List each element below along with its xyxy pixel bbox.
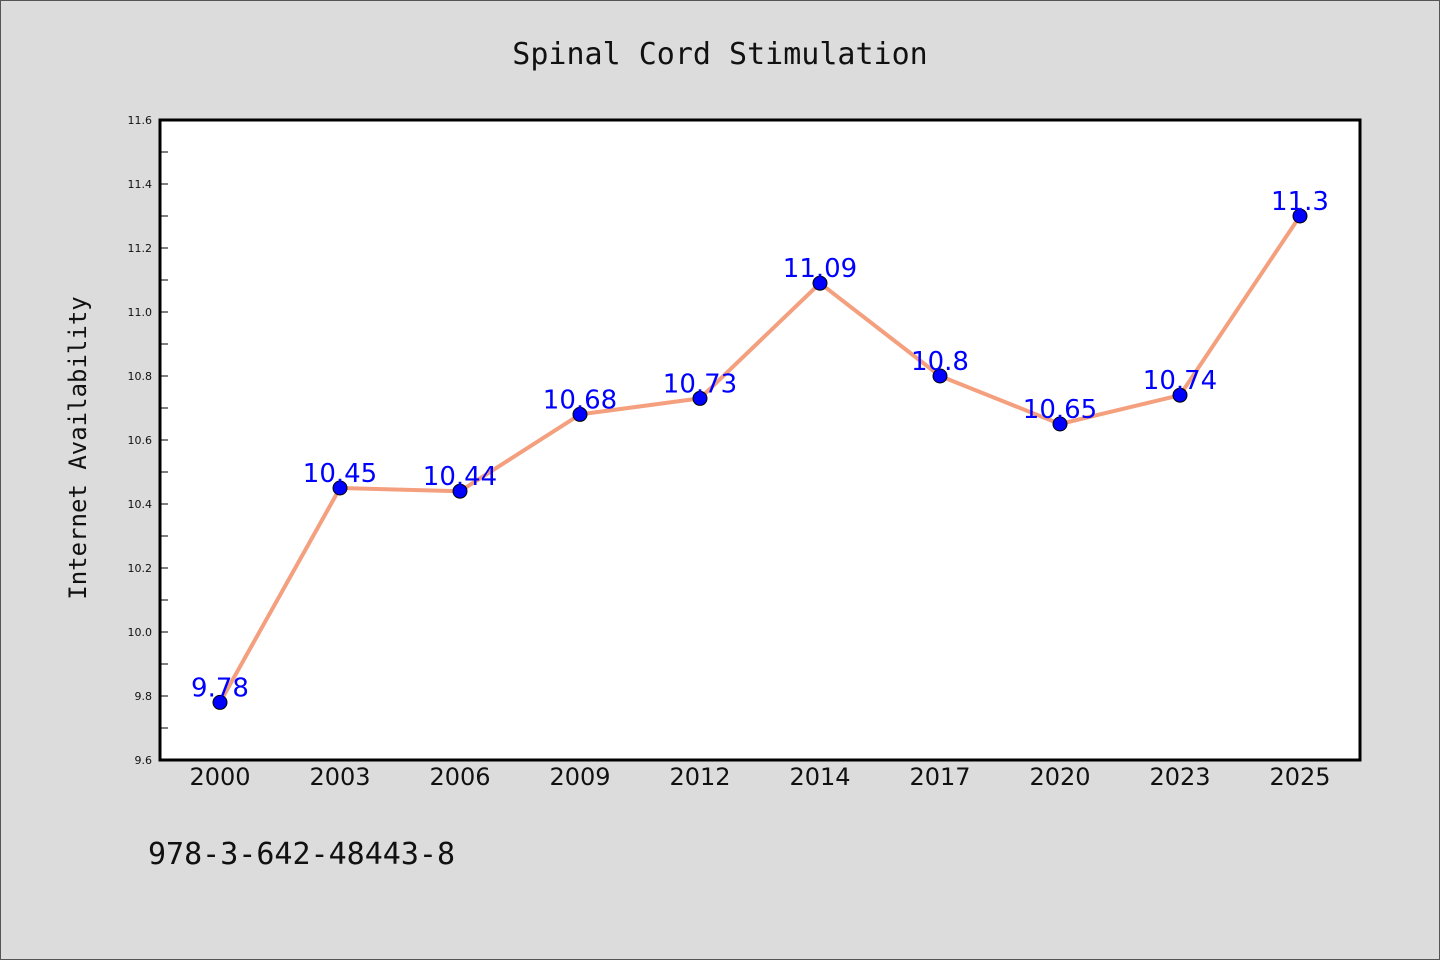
x-tick-label: 2017: [909, 763, 970, 791]
x-tick-label: 2003: [309, 763, 370, 791]
footnote-isbn: 978-3-642-48443-8: [148, 837, 455, 872]
y-tick-label: 9.8: [135, 690, 153, 703]
y-tick-label: 10.2: [128, 562, 153, 575]
x-tick-label: 2023: [1149, 763, 1210, 791]
y-tick-label: 11.4: [128, 178, 153, 191]
series-markers: [212, 208, 1308, 710]
y-tick-label: 9.6: [135, 754, 153, 767]
data-point-label: 11.09: [783, 254, 857, 284]
data-point-label: 10.8: [911, 347, 969, 377]
series-line: [218, 214, 1302, 705]
data-point-marker: [572, 406, 588, 422]
data-point-marker: [452, 483, 468, 499]
data-labels: 9.78 10.45 10.44 10.68 10.73 11.09 10.8 10.65 10…: [191, 187, 1329, 703]
y-tick-label: 10.0: [128, 626, 153, 639]
x-tick-label: 2020: [1029, 763, 1090, 791]
data-point-marker: [932, 368, 948, 384]
data-point-label: 10.65: [1023, 395, 1097, 425]
data-point-label: 9.78: [191, 673, 249, 703]
x-tick-label: 2006: [429, 763, 490, 791]
data-point-marker: [1172, 387, 1188, 403]
data-point-label: 10.74: [1143, 366, 1217, 396]
plot-area: [158, 118, 1362, 762]
data-point-label: 10.68: [543, 385, 617, 415]
data-point-label: 10.73: [663, 369, 737, 399]
y-tick-label: 10.4: [128, 498, 153, 511]
data-point-marker: [1052, 416, 1068, 432]
chart-title: Spinal Cord Stimulation: [512, 37, 927, 72]
data-point-label: 11.3: [1271, 187, 1329, 217]
y-axis-ticks: 9.6 9.8 10.0 10.2 10.4 10.6 10.8 11.0 11.2 11.4 11…: [128, 114, 168, 767]
y-tick-label: 10.8: [128, 370, 153, 383]
x-tick-label: 2014: [789, 763, 850, 791]
x-tick-label: 2000: [189, 763, 250, 791]
y-tick-label: 11.6: [128, 114, 153, 127]
x-tick-label: 2025: [1269, 763, 1330, 791]
x-axis-ticks: 2000 2003 2006 2009 2012 2014 2017 2020 2023 2025: [189, 763, 1330, 791]
x-tick-label: 2012: [669, 763, 730, 791]
data-point-marker: [692, 390, 708, 406]
data-point-marker: [332, 480, 348, 496]
y-tick-label: 11.2: [128, 242, 153, 255]
data-point-marker: [1292, 208, 1308, 224]
y-tick-label: 11.0: [128, 306, 153, 319]
x-tick-label: 2009: [549, 763, 610, 791]
data-point-marker: [212, 694, 228, 710]
y-tick-label: 10.6: [128, 434, 153, 447]
data-point-marker: [812, 275, 828, 291]
data-point-label: 10.44: [423, 462, 497, 492]
data-point-label: 10.45: [303, 459, 377, 489]
y-axis-label: Internet Availability: [64, 296, 92, 599]
